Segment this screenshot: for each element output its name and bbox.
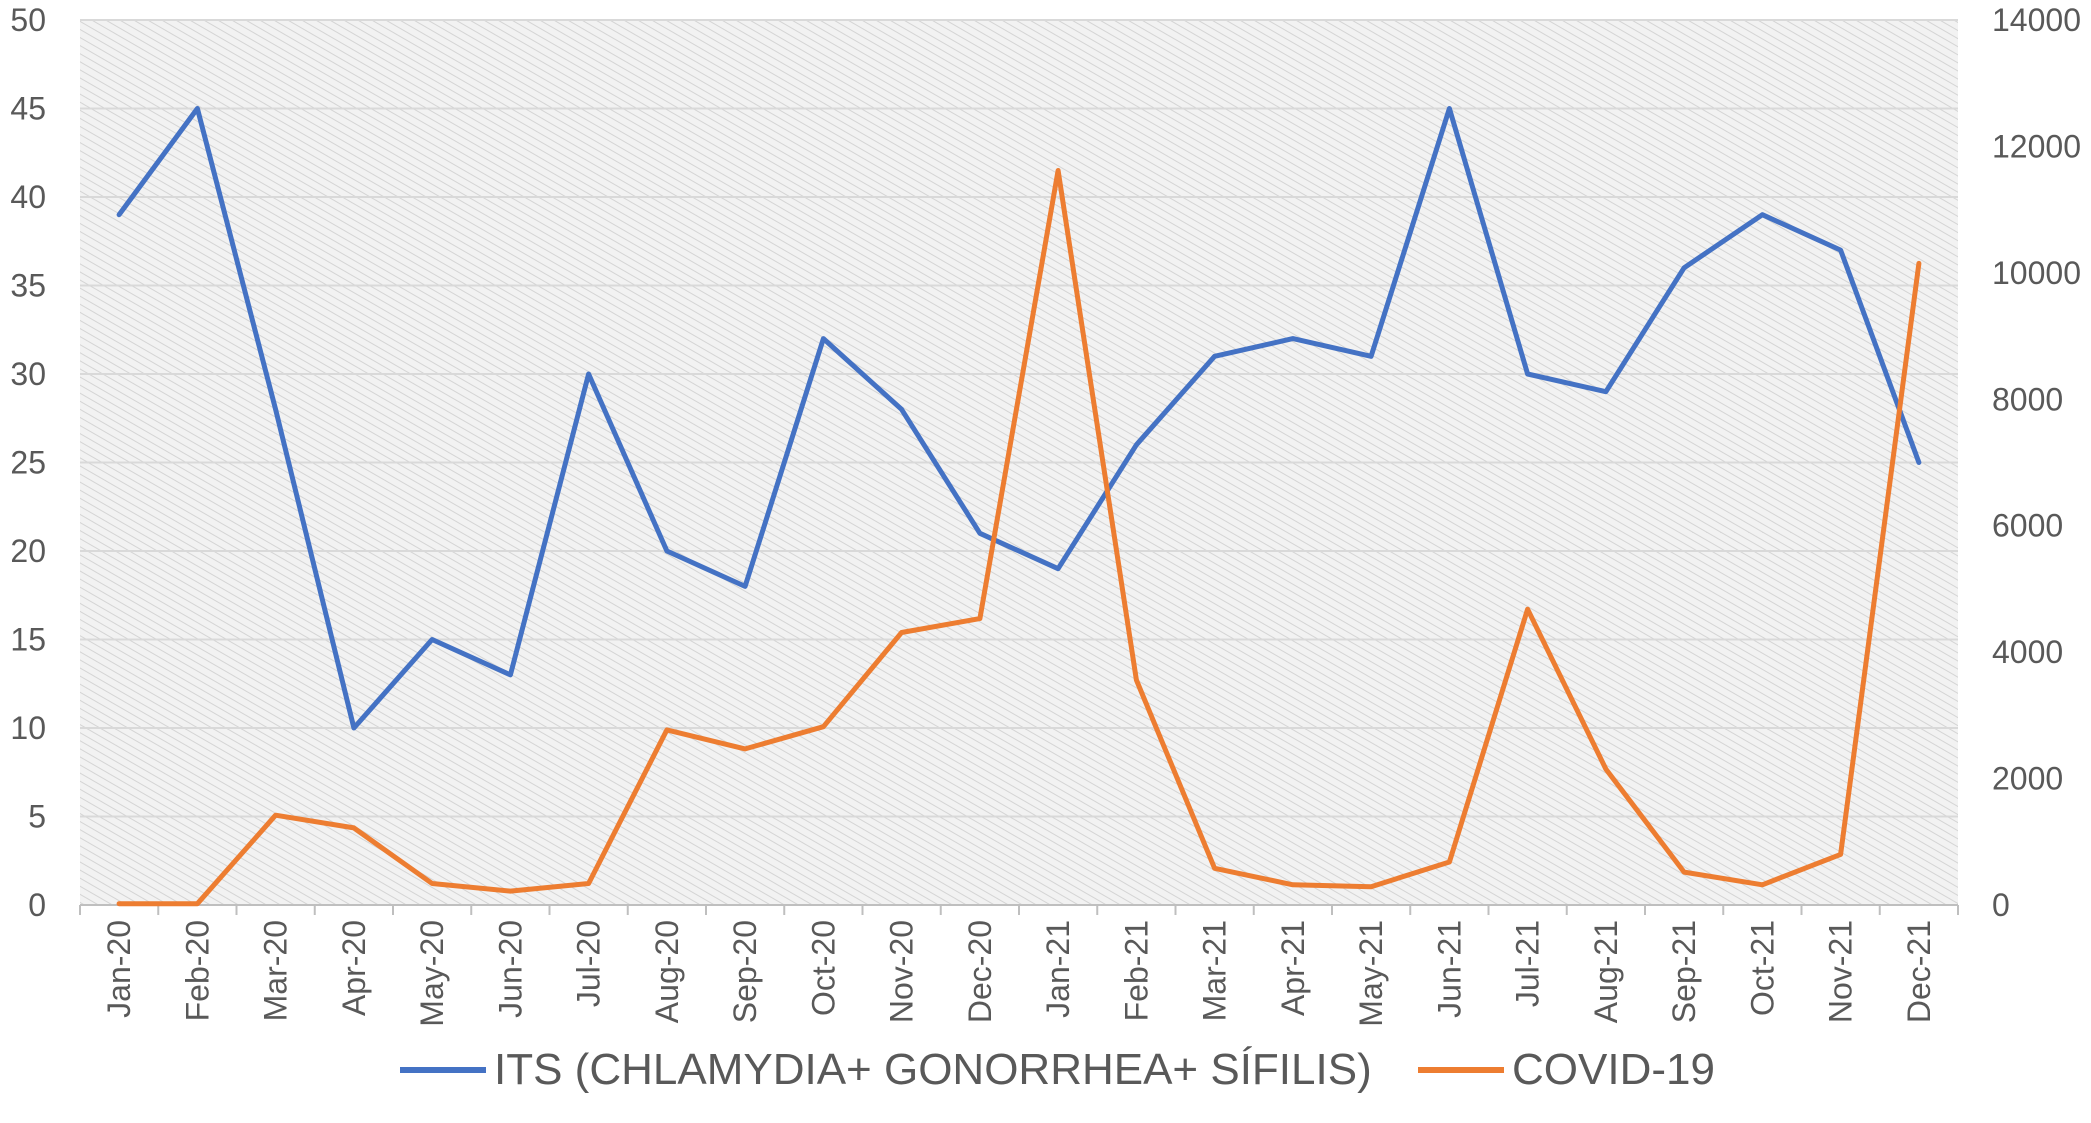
x-tick-label: Oct-20 [805, 920, 841, 1016]
x-tick-label: May-21 [1353, 920, 1389, 1027]
y-left-tick-label: 5 [28, 799, 46, 835]
x-tick-label: Jul-21 [1510, 920, 1546, 1007]
x-tick-label: Jul-20 [571, 920, 607, 1007]
y-right-tick-label: 12000 [1992, 128, 2081, 164]
y-right-tick-label: 8000 [1992, 381, 2063, 417]
x-tick-label: Nov-20 [884, 920, 920, 1023]
x-tick-label: Sep-20 [727, 920, 763, 1023]
y-left-tick-label: 50 [10, 2, 46, 38]
y-left-tick-label: 0 [28, 887, 46, 923]
legend: ITS (CHLAMYDIA+ GONORRHEA+ SÍFILIS) COVID… [400, 1045, 1715, 1094]
x-tick-label: Nov-21 [1823, 920, 1859, 1023]
legend-label: ITS (CHLAMYDIA+ GONORRHEA+ SÍFILIS) [494, 1045, 1372, 1094]
y-right-tick-label: 4000 [1992, 634, 2063, 670]
x-tick-label: Jan-20 [101, 920, 137, 1018]
y-left-tick-label: 35 [10, 268, 46, 304]
x-tick-label: Feb-21 [1118, 920, 1154, 1021]
x-tick-label: Oct-21 [1744, 920, 1780, 1016]
x-tick-label: Feb-20 [179, 920, 215, 1021]
y-right-tick-label: 0 [1992, 887, 2010, 923]
x-tick-label: Jun-21 [1431, 920, 1467, 1018]
x-tick-label: Jun-20 [492, 920, 528, 1018]
x-tick-label: Dec-20 [962, 920, 998, 1023]
y-left-tick-label: 30 [10, 356, 46, 392]
y-right-tick-label: 2000 [1992, 761, 2063, 797]
x-tick-label: Aug-21 [1588, 920, 1624, 1023]
y-left-tick-label: 25 [10, 445, 46, 481]
x-tick-label: Aug-20 [649, 920, 685, 1023]
x-tick-label: Apr-20 [336, 920, 372, 1016]
y-left-tick-label: 15 [10, 622, 46, 658]
y-left-tick-label: 20 [10, 533, 46, 569]
x-tick-label: May-20 [414, 920, 450, 1027]
x-tick-label: Jan-21 [1040, 920, 1076, 1018]
y-left-tick-label: 10 [10, 710, 46, 746]
x-tick-label: Mar-20 [258, 920, 294, 1021]
y-right-tick-label: 10000 [1992, 255, 2081, 291]
legend-label: COVID-19 [1512, 1045, 1715, 1094]
x-tick-label: Sep-21 [1666, 920, 1702, 1023]
y-right-tick-label: 6000 [1992, 508, 2063, 544]
y-left-tick-label: 40 [10, 179, 46, 215]
x-tick-label: Apr-21 [1275, 920, 1311, 1016]
y-left-tick-label: 45 [10, 91, 46, 127]
x-tick-label: Dec-21 [1901, 920, 1937, 1023]
y-right-tick-label: 14000 [1992, 2, 2081, 38]
x-tick-label: Mar-21 [1197, 920, 1233, 1021]
